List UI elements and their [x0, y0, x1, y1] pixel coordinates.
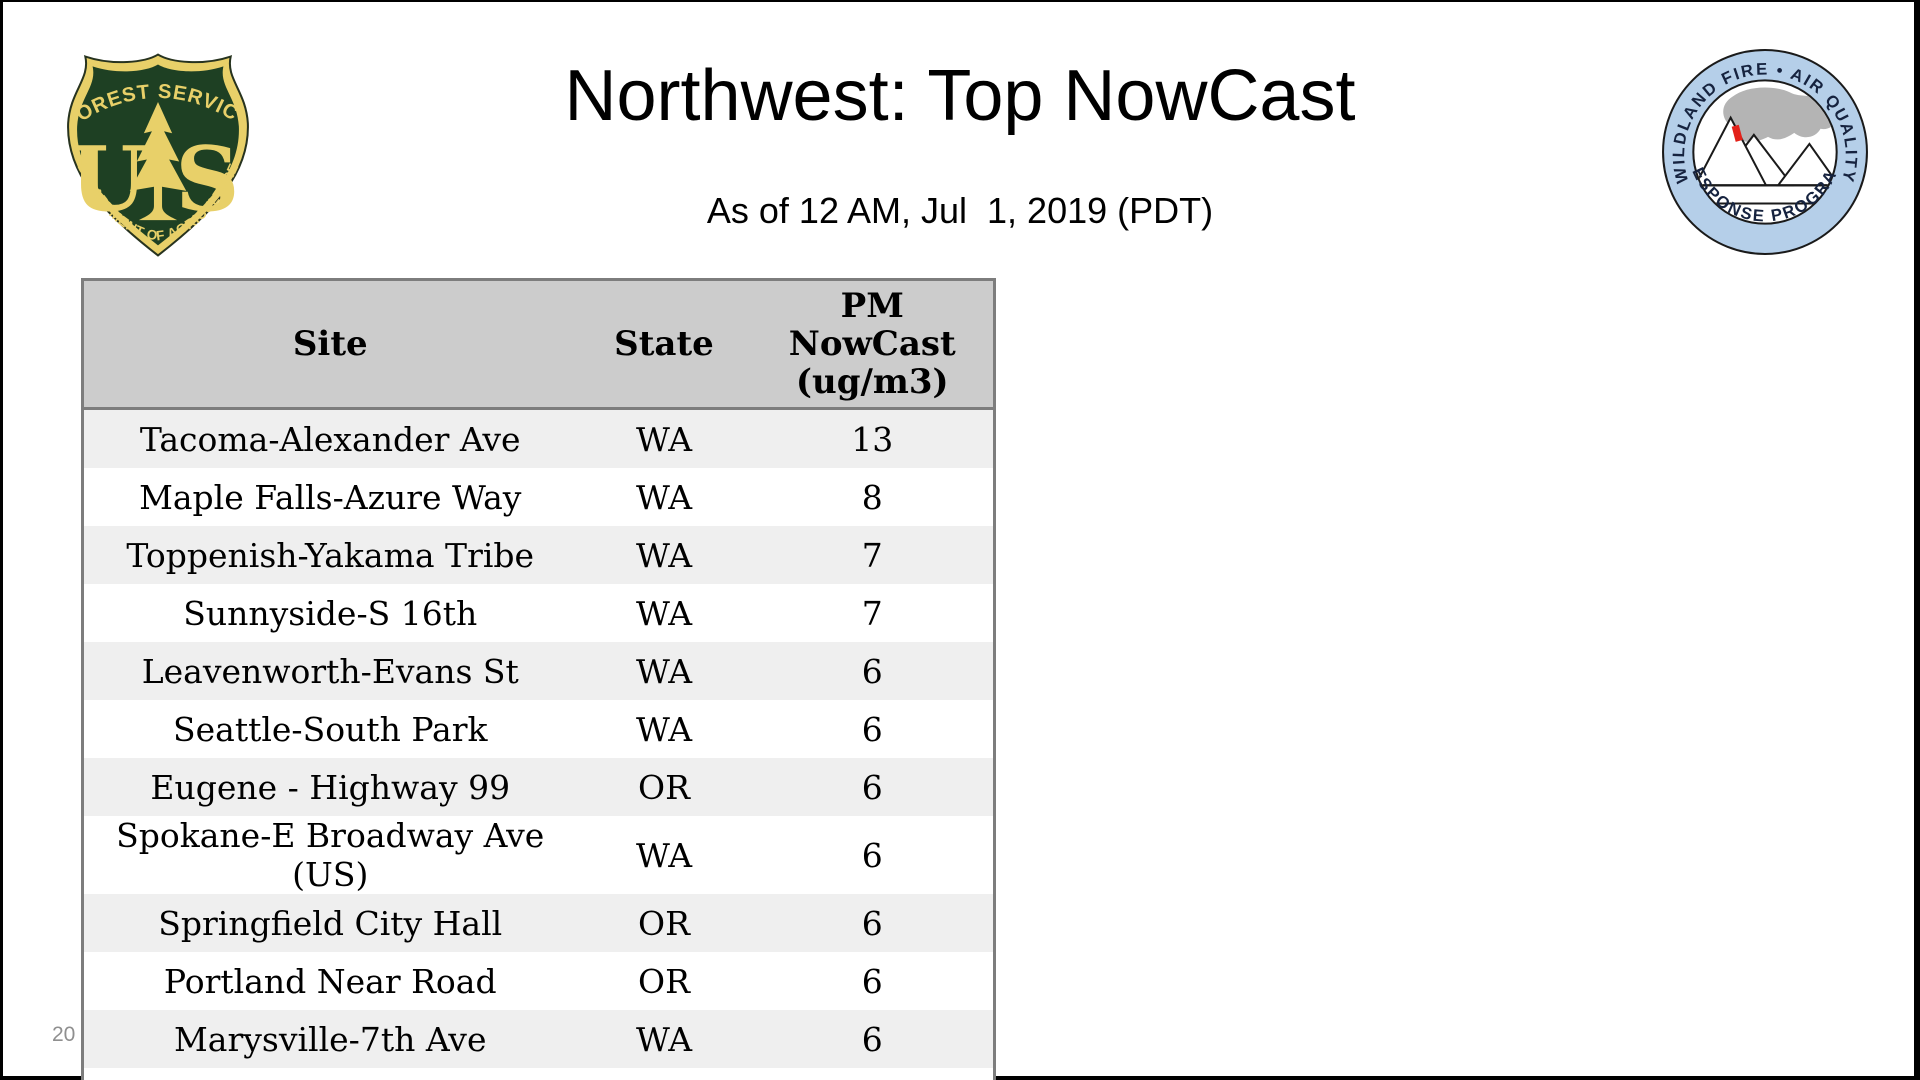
table-row: Leavenworth-Evans St WA 6 — [82, 642, 995, 700]
table-row: Auburn M St SE WA 6 — [82, 1068, 995, 1080]
table-row: Seattle-South Park WA 6 — [82, 700, 995, 758]
slide-subtitle: As of 12 AM, Jul 1, 2019 (PDT) — [706, 190, 1214, 231]
forest-service-logo: FOREST SERVICE U S DEPARTMENT OF AGRICUL… — [52, 46, 249, 257]
pm-nowcast-cell: 6 — [751, 1010, 995, 1068]
monogram-u: U — [70, 127, 147, 231]
state-cell: WA — [576, 1068, 752, 1080]
pm-nowcast-cell: 6 — [751, 894, 995, 952]
site-cell: Eugene - Highway 99 — [82, 758, 577, 816]
pm-nowcast-cell: 6 — [751, 700, 995, 758]
table-row: Springfield City Hall OR 6 — [82, 894, 995, 952]
nowcast-table: Site State PM NowCast (ug/m3) Tacoma-Ale… — [81, 278, 996, 1080]
site-cell: Sunnyside-S 16th — [82, 584, 577, 642]
site-cell: Marysville-7th Ave — [82, 1010, 577, 1068]
site-cell: Spokane-E Broadway Ave (US) — [82, 816, 577, 894]
state-cell: WA — [576, 408, 752, 468]
pm-nowcast-cell: 6 — [751, 952, 995, 1010]
site-cell: Maple Falls-Azure Way — [82, 468, 577, 526]
table-row: Eugene - Highway 99 OR 6 — [82, 758, 995, 816]
state-cell: WA — [576, 816, 752, 894]
table-row: Tacoma-Alexander Ave WA 13 — [82, 408, 995, 468]
state-cell: OR — [576, 894, 752, 952]
pm-nowcast-cell: 6 — [751, 642, 995, 700]
smoke-cloud-icon — [1723, 87, 1836, 142]
site-cell: Toppenish-Yakama Tribe — [82, 526, 577, 584]
pm-nowcast-cell: 6 — [751, 758, 995, 816]
letterbox-left — [0, 0, 3, 1080]
pm-nowcast-cell: 7 — [751, 526, 995, 584]
state-cell: WA — [576, 584, 752, 642]
site-cell: Portland Near Road — [82, 952, 577, 1010]
table-row: Maple Falls-Azure Way WA 8 — [82, 468, 995, 526]
column-header-pm-nowcast: PM NowCast (ug/m3) — [751, 279, 995, 410]
monogram-s: S — [175, 127, 239, 231]
pm-nowcast-cell: 7 — [751, 584, 995, 642]
site-cell: Auburn M St SE — [82, 1068, 577, 1080]
table-row: Marysville-7th Ave WA 6 — [82, 1010, 995, 1068]
state-cell: WA — [576, 700, 752, 758]
state-cell: WA — [576, 526, 752, 584]
table-header-row: Site State PM NowCast (ug/m3) — [82, 279, 995, 410]
site-cell: Seattle-South Park — [82, 700, 577, 758]
pine-tree-icon — [129, 102, 187, 221]
site-cell: Springfield City Hall — [82, 894, 577, 952]
column-header-state: State — [576, 279, 752, 410]
table-body: Tacoma-Alexander Ave WA 13 Maple Falls-A… — [82, 408, 995, 1080]
state-cell: WA — [576, 1010, 752, 1068]
pm-nowcast-cell: 8 — [751, 468, 995, 526]
site-cell: Tacoma-Alexander Ave — [82, 408, 577, 468]
state-cell: WA — [576, 642, 752, 700]
slide-page-number: 20 — [52, 1023, 76, 1046]
pm-nowcast-cell: 13 — [751, 408, 995, 468]
state-cell: OR — [576, 952, 752, 1010]
slide-title: Northwest: Top NowCast — [564, 56, 1356, 136]
state-cell: OR — [576, 758, 752, 816]
wildland-fire-air-quality-logo: WILDLAND FIRE • AIR QUALITY RESPONSE PRO… — [1659, 46, 1868, 255]
letterbox-right — [1914, 0, 1920, 1080]
pm-nowcast-cell: 6 — [751, 816, 995, 894]
pm-nowcast-cell: 6 — [751, 1068, 995, 1080]
table-row: Portland Near Road OR 6 — [82, 952, 995, 1010]
flame-icon — [1731, 124, 1743, 142]
letterbox-top — [0, 0, 1920, 2]
state-cell: WA — [576, 468, 752, 526]
table-row: Sunnyside-S 16th WA 7 — [82, 584, 995, 642]
column-header-site: Site — [82, 279, 577, 410]
site-cell: Leavenworth-Evans St — [82, 642, 577, 700]
table-row: Spokane-E Broadway Ave (US) WA 6 — [82, 816, 995, 894]
table-row: Toppenish-Yakama Tribe WA 7 — [82, 526, 995, 584]
